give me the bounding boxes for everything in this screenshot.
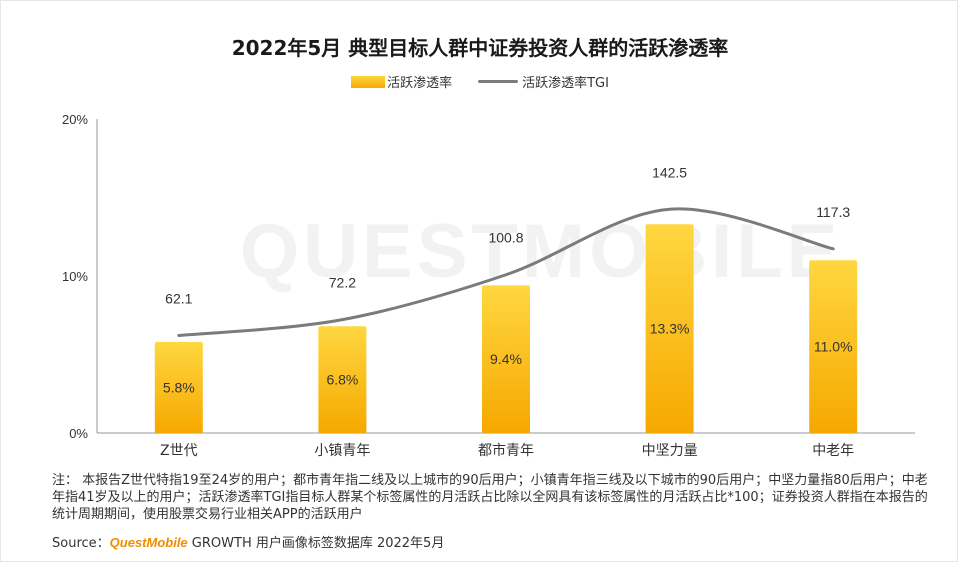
tgi-labels: 62.1 72.2 100.8 142.5 117.3	[165, 164, 850, 306]
legend-line-label: 活跃渗透率TGI	[522, 76, 609, 91]
y-tick-label: 0%	[69, 426, 88, 441]
tgi-line	[177, 207, 835, 338]
legend-bar-label: 活跃渗透率	[387, 76, 453, 91]
bar-value-label: 13.3%	[650, 321, 690, 337]
tgi-value-label: 72.2	[329, 275, 356, 291]
bar	[482, 285, 530, 433]
bar-value-label: 5.8%	[163, 379, 195, 395]
category-labels: Z世代 小镇青年 都市青年 中坚力量 中老年	[160, 442, 854, 459]
footnote: 注： 本报告Z世代特指19至24岁的用户；都市青年指二线及以上城市的90后用户；…	[52, 473, 928, 522]
bars	[154, 224, 858, 433]
bar-value-label: 6.8%	[326, 372, 358, 388]
bar	[809, 260, 858, 433]
category-label: 中老年	[812, 443, 854, 459]
bar	[645, 224, 694, 433]
source-brand: QuestMobile	[109, 535, 188, 550]
bar	[318, 326, 367, 433]
legend-item-line: 活跃渗透率TGI	[478, 72, 609, 91]
y-ticks: 0% 10% 20%	[62, 112, 88, 441]
source-line: Source：QuestMobile GROWTH 用户画像标签数据库 2022…	[52, 532, 444, 551]
chart-title: 2022年5月 典型目标人群中证券投资人群的活跃渗透率	[231, 36, 729, 60]
legend-line-swatch	[478, 80, 519, 83]
chart-plot: 0% 10% 20% 5.8% 6.8% 9.4% 13.3% 11.0% Z世代 小镇青年 都…	[62, 112, 915, 459]
bar-value-label: 11.0%	[814, 339, 853, 355]
bar	[154, 341, 203, 433]
y-tick-label: 10%	[62, 269, 88, 284]
y-tick-label: 20%	[62, 112, 88, 127]
bar-labels: 5.8% 6.8% 9.4% 13.3% 11.0%	[163, 321, 853, 396]
tgi-value-label: 62.1	[165, 291, 192, 307]
tgi-value-label: 117.3	[816, 204, 850, 220]
category-label: 都市青年	[478, 442, 534, 459]
source-prefix: Source：	[52, 536, 110, 551]
legend: 活跃渗透率 活跃渗透率TGI	[0, 72, 960, 91]
category-label: 中坚力量	[642, 443, 698, 459]
tgi-value-label: 142.5	[652, 164, 687, 180]
bar-value-label: 9.4%	[490, 351, 522, 367]
legend-bar-swatch	[351, 75, 386, 88]
source-suffix: GROWTH 用户画像标签数据库 2022年5月	[187, 536, 445, 551]
category-label: 小镇青年	[314, 443, 370, 459]
legend-item-bar: 活跃渗透率	[351, 72, 452, 91]
tgi-value-label: 100.8	[488, 230, 523, 246]
category-label: Z世代	[160, 443, 198, 459]
watermark: QUESTMOBILE	[240, 209, 842, 294]
